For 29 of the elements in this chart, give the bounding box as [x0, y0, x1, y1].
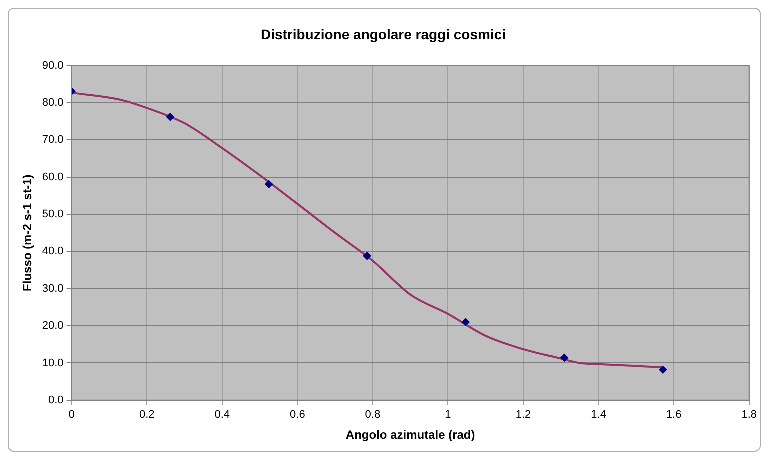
y-tick-label: 70.0	[42, 134, 64, 146]
x-axis-title: Angolo azimutale (rad)	[346, 428, 476, 442]
x-tick-label: 1.2	[516, 409, 532, 422]
y-tick-label: 30.0	[42, 282, 64, 295]
x-tick-label: 0.2	[139, 409, 155, 422]
x-tick-label: 0.4	[214, 409, 230, 422]
y-tick-label: 60.0	[42, 171, 64, 184]
y-tick-label: 20.0	[42, 320, 64, 332]
point	[265, 180, 274, 188]
y-tick-label: 40.0	[42, 246, 64, 258]
x-tick-label: 1.4	[591, 409, 606, 422]
point	[560, 354, 569, 362]
y-tick-label: 10.0	[42, 357, 64, 370]
y-tick-label: 0.0	[48, 394, 64, 406]
y-tick-label: 90.0	[42, 60, 64, 72]
x-tick-label: 0	[68, 409, 75, 422]
point	[363, 252, 372, 260]
chart-title: Distribuzione angolare raggi cosmici	[260, 26, 506, 42]
x-tick-label: 1.8	[742, 409, 758, 422]
x-tick-label: 0.6	[290, 409, 306, 422]
x-tick-label: 1.6	[666, 409, 682, 422]
x-tick-label: 1	[445, 409, 452, 422]
y-tick-label: 80.0	[42, 97, 64, 110]
y-tick-label: 50.0	[42, 208, 64, 221]
y-axis-title: Flusso (m-2 s-1 st-1)	[20, 174, 35, 292]
point	[659, 366, 668, 374]
point	[166, 113, 174, 122]
point	[462, 318, 470, 326]
x-tick-label: 0.8	[365, 409, 381, 422]
